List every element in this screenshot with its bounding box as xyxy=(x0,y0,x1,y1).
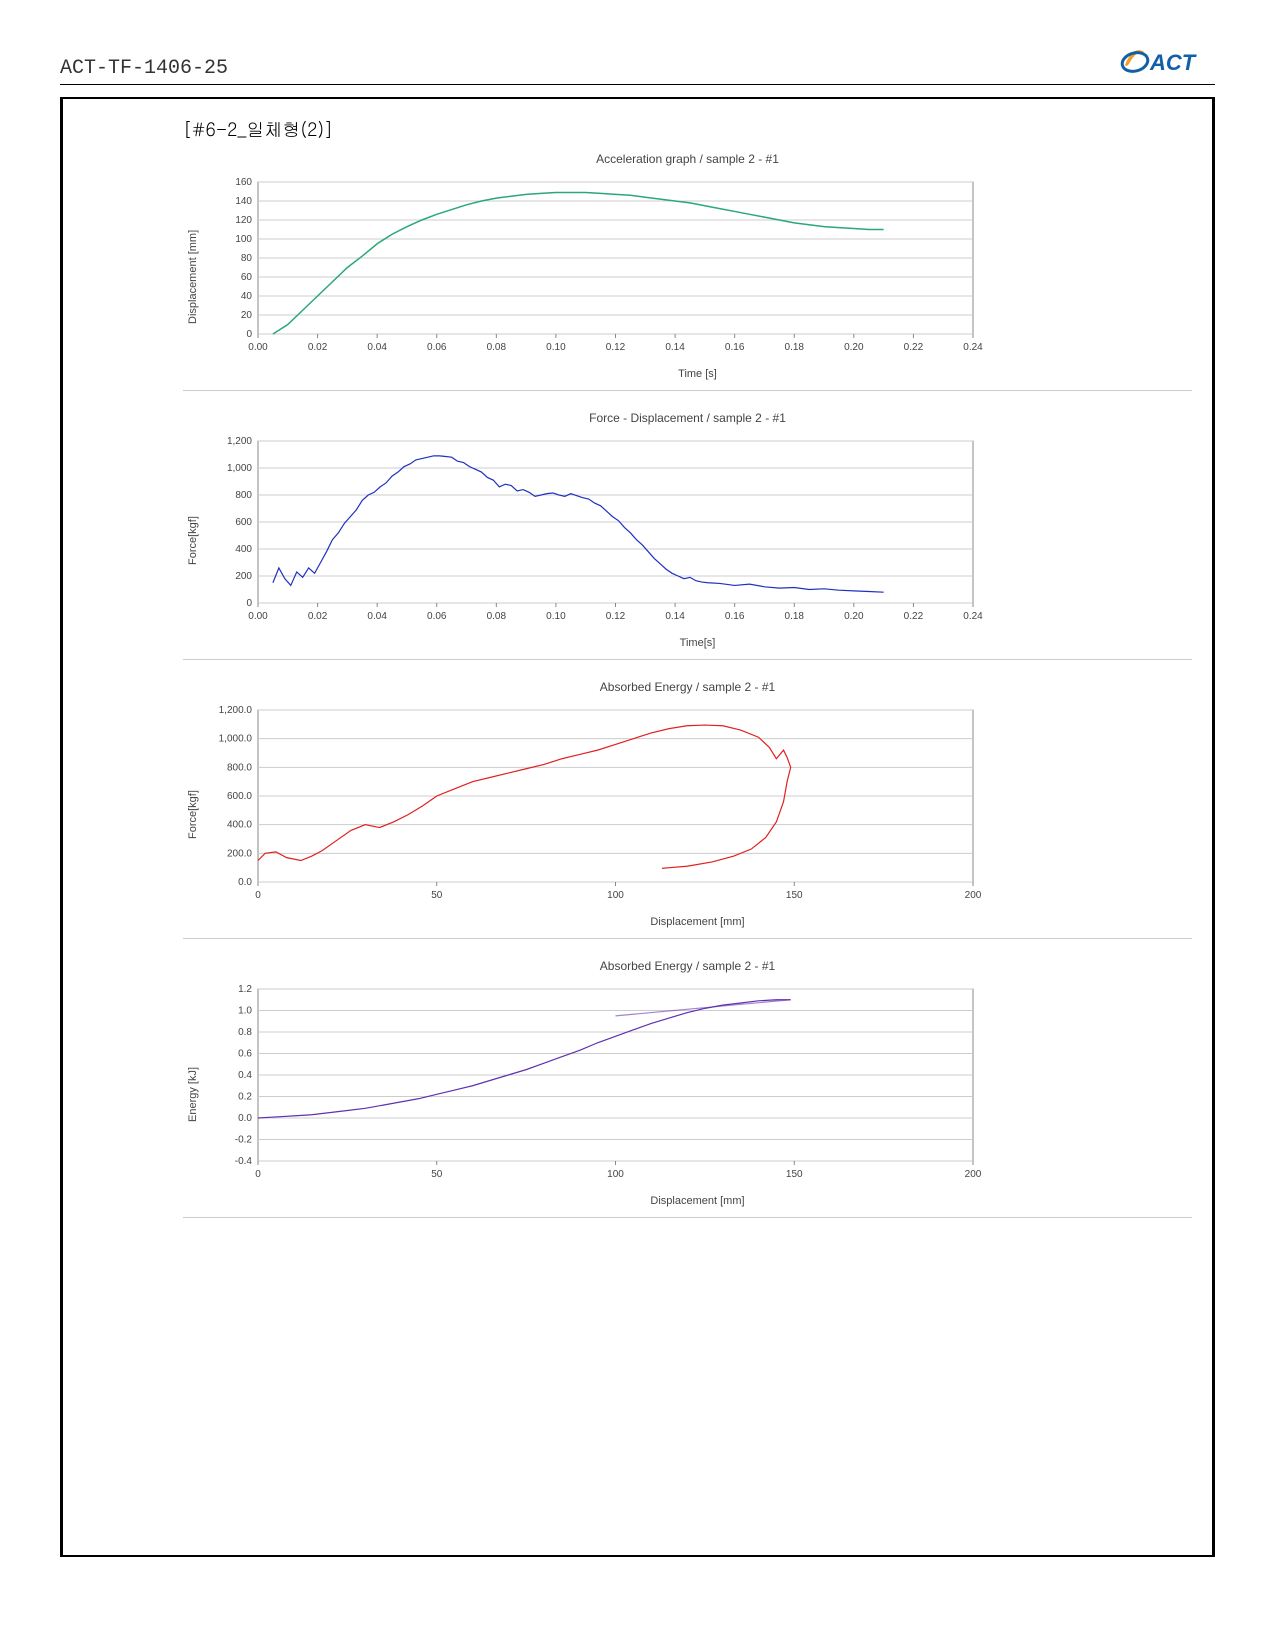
svg-text:20: 20 xyxy=(241,310,253,321)
svg-text:0: 0 xyxy=(255,890,261,901)
svg-text:0.12: 0.12 xyxy=(606,342,626,353)
svg-text:0.06: 0.06 xyxy=(427,611,447,622)
svg-text:0.22: 0.22 xyxy=(904,611,924,622)
svg-text:200: 200 xyxy=(965,1169,982,1180)
svg-text:0.10: 0.10 xyxy=(546,611,566,622)
svg-text:0.8: 0.8 xyxy=(238,1027,252,1038)
chart1-ylabel: Displacement [mm] xyxy=(183,174,203,380)
svg-text:0.16: 0.16 xyxy=(725,611,745,622)
svg-text:160: 160 xyxy=(235,177,252,188)
svg-text:0.18: 0.18 xyxy=(785,342,805,353)
chart3-title: Absorbed Energy / sample 2 - #1 xyxy=(183,680,1192,694)
svg-text:-0.4: -0.4 xyxy=(235,1156,253,1167)
svg-text:0.04: 0.04 xyxy=(367,342,387,353)
svg-text:0.10: 0.10 xyxy=(546,342,566,353)
chart4-title: Absorbed Energy / sample 2 - #1 xyxy=(183,959,1192,973)
chart1-xlabel: Time [s] xyxy=(203,368,1192,380)
svg-text:0.20: 0.20 xyxy=(844,611,864,622)
page: ACT-TF-1406-25 ACT [#6-2_일체형(2)] Acceler… xyxy=(0,0,1275,1650)
logo-ring-icon xyxy=(1120,50,1150,74)
svg-text:0.0: 0.0 xyxy=(238,877,252,888)
svg-text:1,000.0: 1,000.0 xyxy=(219,734,253,745)
chart3-box: Absorbed Energy / sample 2 - #1 Force[kg… xyxy=(183,680,1192,939)
svg-text:0.16: 0.16 xyxy=(725,342,745,353)
svg-text:0.02: 0.02 xyxy=(308,611,328,622)
svg-text:50: 50 xyxy=(431,890,443,901)
svg-text:150: 150 xyxy=(786,1169,803,1180)
svg-text:40: 40 xyxy=(241,291,253,302)
svg-text:1.2: 1.2 xyxy=(238,984,252,995)
chart4-svg: -0.4 -0.2 0.0 0.2 0.4 0.6 0.8 1.0 1.2 0 50 100 150 20… xyxy=(203,981,983,1191)
content-frame: [#6-2_일체형(2)] Acceleration graph / sampl… xyxy=(60,97,1215,1557)
svg-text:0.04: 0.04 xyxy=(367,611,387,622)
chart4-box: Absorbed Energy / sample 2 - #1 Energy [… xyxy=(183,959,1192,1218)
chart1-svg: 0 20 40 60 80 100 120 140 160 0.00 0.02 0.04 0.06 0.0… xyxy=(203,174,983,364)
svg-text:0.20: 0.20 xyxy=(844,342,864,353)
svg-text:60: 60 xyxy=(241,272,253,283)
chart4-ylabel: Energy [kJ] xyxy=(183,981,203,1207)
svg-text:0.00: 0.00 xyxy=(248,611,268,622)
svg-text:600: 600 xyxy=(235,517,252,528)
charts-container: Acceleration graph / sample 2 - #1 Displ… xyxy=(183,152,1192,1218)
svg-text:0.02: 0.02 xyxy=(308,342,328,353)
logo-text: ACT xyxy=(1149,50,1197,75)
svg-text:0: 0 xyxy=(246,598,252,609)
svg-text:100: 100 xyxy=(607,890,624,901)
chart2-box: Force - Displacement / sample 2 - #1 For… xyxy=(183,411,1192,660)
svg-text:0.12: 0.12 xyxy=(606,611,626,622)
svg-text:0: 0 xyxy=(246,329,252,340)
svg-text:100: 100 xyxy=(235,234,252,245)
svg-text:150: 150 xyxy=(786,890,803,901)
svg-text:200.0: 200.0 xyxy=(227,848,252,859)
svg-text:0.24: 0.24 xyxy=(963,342,983,353)
chart2-svg: 0 200 400 600 800 1,000 1,200 0.00 0.02 0.04 0.06 0… xyxy=(203,433,983,633)
chart2-ylabel: Force[kgf] xyxy=(183,433,203,649)
svg-text:800.0: 800.0 xyxy=(227,762,252,773)
act-logo: ACT xyxy=(1115,40,1215,80)
chart4-xlabel: Displacement [mm] xyxy=(203,1195,1192,1207)
chart2-xlabel: Time[s] xyxy=(203,637,1192,649)
chart3-xlabel: Displacement [mm] xyxy=(203,916,1192,928)
svg-text:50: 50 xyxy=(431,1169,443,1180)
svg-text:-0.2: -0.2 xyxy=(235,1135,253,1146)
svg-text:0.6: 0.6 xyxy=(238,1049,252,1060)
svg-text:1.0: 1.0 xyxy=(238,1006,252,1017)
svg-text:120: 120 xyxy=(235,215,252,226)
svg-text:0.08: 0.08 xyxy=(487,342,507,353)
svg-text:400: 400 xyxy=(235,544,252,555)
svg-text:1,200: 1,200 xyxy=(227,436,252,447)
svg-text:0.08: 0.08 xyxy=(487,611,507,622)
svg-text:0.22: 0.22 xyxy=(904,342,924,353)
svg-text:0.06: 0.06 xyxy=(427,342,447,353)
chart1-box: Acceleration graph / sample 2 - #1 Displ… xyxy=(183,152,1192,391)
chart3-svg: 0.0 200.0 400.0 600.0 800.0 1,000.0 1,200.0 0 50… xyxy=(203,702,983,912)
svg-text:0.4: 0.4 xyxy=(238,1070,252,1081)
svg-text:80: 80 xyxy=(241,253,253,264)
svg-text:140: 140 xyxy=(235,196,252,207)
page-header: ACT-TF-1406-25 ACT xyxy=(60,40,1215,85)
svg-text:600.0: 600.0 xyxy=(227,791,252,802)
svg-text:0.00: 0.00 xyxy=(248,342,268,353)
svg-text:0.2: 0.2 xyxy=(238,1092,252,1103)
chart1-title: Acceleration graph / sample 2 - #1 xyxy=(183,152,1192,166)
svg-text:800: 800 xyxy=(235,490,252,501)
svg-text:0.0: 0.0 xyxy=(238,1113,252,1124)
svg-text:100: 100 xyxy=(607,1169,624,1180)
svg-text:0: 0 xyxy=(255,1169,261,1180)
document-id: ACT-TF-1406-25 xyxy=(60,57,228,80)
svg-text:200: 200 xyxy=(965,890,982,901)
svg-text:400.0: 400.0 xyxy=(227,820,252,831)
svg-text:1,200.0: 1,200.0 xyxy=(219,705,253,716)
svg-text:1,000: 1,000 xyxy=(227,463,252,474)
svg-text:0.14: 0.14 xyxy=(665,611,685,622)
svg-text:0.18: 0.18 xyxy=(785,611,805,622)
chart3-ylabel: Force[kgf] xyxy=(183,702,203,928)
section-title: [#6-2_일체형(2)] xyxy=(183,117,1192,142)
chart2-title: Force - Displacement / sample 2 - #1 xyxy=(183,411,1192,425)
svg-text:0.14: 0.14 xyxy=(665,342,685,353)
svg-text:200: 200 xyxy=(235,571,252,582)
svg-text:0.24: 0.24 xyxy=(963,611,983,622)
